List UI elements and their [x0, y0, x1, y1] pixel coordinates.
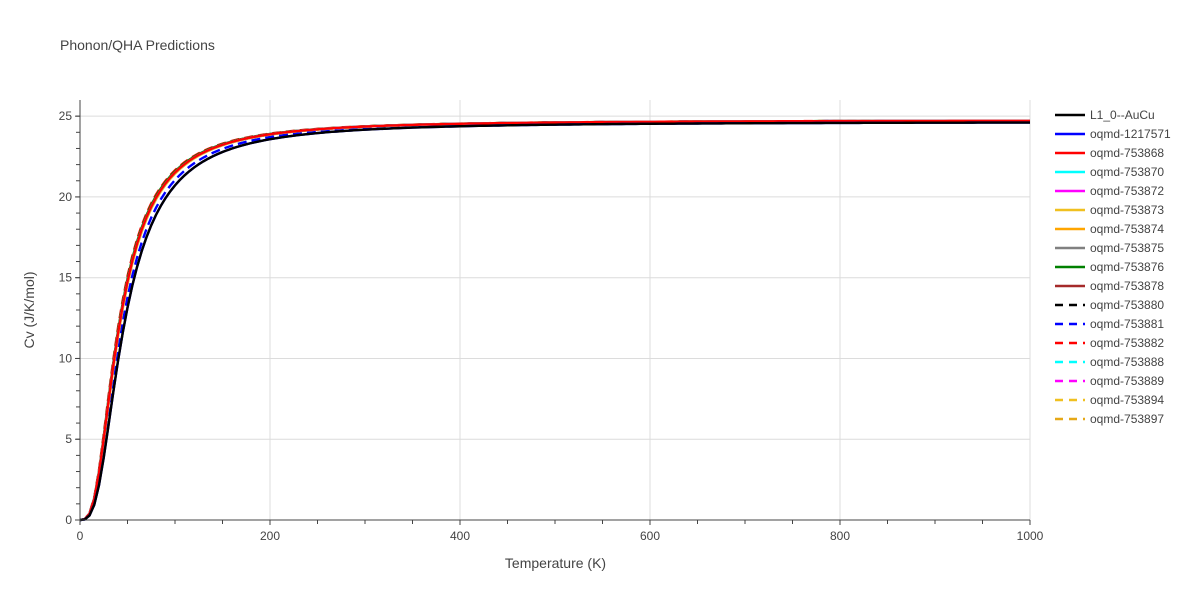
series-line [79, 120, 1031, 522]
legend-item[interactable]: oqmd-1217571 [1055, 127, 1171, 141]
legend-item[interactable]: L1_0--AuCu [1055, 108, 1155, 122]
series-line [79, 119, 1031, 522]
legend-item[interactable]: oqmd-753874 [1055, 222, 1164, 236]
legend-label: oqmd-753873 [1090, 203, 1164, 217]
series-line [79, 121, 1030, 522]
legend-label: oqmd-753897 [1090, 412, 1164, 426]
plot-lines [79, 119, 1031, 522]
series-line [79, 121, 1030, 522]
legend-item[interactable]: oqmd-753882 [1055, 336, 1164, 350]
x-tick-label: 200 [260, 529, 280, 543]
legend-label: oqmd-753888 [1090, 355, 1164, 369]
legend-item[interactable]: oqmd-753870 [1055, 165, 1164, 179]
legend-item[interactable]: oqmd-753875 [1055, 241, 1164, 255]
legend-label: oqmd-1217571 [1090, 127, 1171, 141]
legend-label: L1_0--AuCu [1090, 108, 1155, 122]
legend-item[interactable]: oqmd-753894 [1055, 393, 1164, 407]
legend-label: oqmd-753874 [1090, 222, 1164, 236]
x-tick-label: 600 [640, 529, 660, 543]
series-line [79, 119, 1031, 522]
series-line [79, 119, 1030, 522]
series-line [79, 119, 1031, 522]
x-tick-label: 800 [830, 529, 850, 543]
legend-label: oqmd-753880 [1090, 298, 1164, 312]
legend-item[interactable]: oqmd-753888 [1055, 355, 1164, 369]
legend-label: oqmd-753868 [1090, 146, 1164, 160]
chart-title: Phonon/QHA Predictions [60, 37, 215, 53]
legend-label: oqmd-753875 [1090, 241, 1164, 255]
x-axis-label: Temperature (K) [505, 555, 606, 571]
legend-label: oqmd-753881 [1090, 317, 1164, 331]
x-tick-label: 0 [77, 529, 84, 543]
y-axis-label: Cv (J/K/mol) [21, 272, 37, 349]
grid [80, 100, 1031, 520]
legend-item[interactable]: oqmd-753868 [1055, 146, 1164, 160]
legend-item[interactable]: oqmd-753881 [1055, 317, 1164, 331]
series-line [79, 119, 1031, 522]
legend-item[interactable]: oqmd-753880 [1055, 298, 1164, 312]
series-line [79, 119, 1031, 522]
series-line [79, 119, 1031, 522]
series-line [79, 119, 1030, 522]
legend-item[interactable]: oqmd-753872 [1055, 184, 1164, 198]
legend-label: oqmd-753878 [1090, 279, 1164, 293]
y-tick-label: 5 [65, 432, 72, 446]
y-tick-label: 25 [59, 109, 73, 123]
legend-label: oqmd-753894 [1090, 393, 1164, 407]
legend-item[interactable]: oqmd-753876 [1055, 260, 1164, 274]
x-tick-label: 400 [450, 529, 470, 543]
legend-item[interactable]: oqmd-753889 [1055, 374, 1164, 388]
series-line [79, 119, 1031, 522]
legend-label: oqmd-753876 [1090, 260, 1164, 274]
legend-label: oqmd-753882 [1090, 336, 1164, 350]
x-tick-label: 1000 [1017, 529, 1044, 543]
axes: 0 200 400 600 800 1000 0 5 10 15 20 25 [59, 100, 1044, 543]
series-line [79, 119, 1031, 522]
y-tick-label: 10 [59, 351, 73, 365]
y-tick-label: 20 [59, 190, 73, 204]
legend[interactable]: L1_0--AuCu oqmd-1217571 oqmd-753868 oqmd-75… [1055, 108, 1171, 426]
legend-item[interactable]: oqmd-753873 [1055, 203, 1164, 217]
legend-label: oqmd-753872 [1090, 184, 1164, 198]
legend-label: oqmd-753870 [1090, 165, 1164, 179]
series-line [79, 119, 1031, 522]
legend-label: oqmd-753889 [1090, 374, 1164, 388]
y-tick-label: 15 [59, 271, 73, 285]
series-line [79, 119, 1030, 522]
series-line [79, 119, 1031, 522]
y-tick-label: 0 [65, 513, 72, 527]
legend-item[interactable]: oqmd-753878 [1055, 279, 1164, 293]
legend-item[interactable]: oqmd-753897 [1055, 412, 1164, 426]
series-line [79, 119, 1030, 522]
